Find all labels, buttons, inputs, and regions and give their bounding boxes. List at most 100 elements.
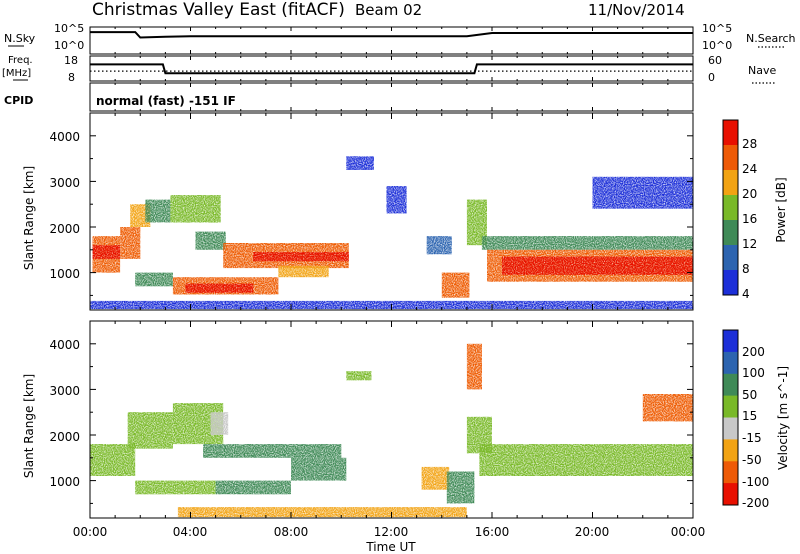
velocity-colorbar-segment-7 <box>723 483 738 506</box>
power-cbar-tick-16: 16 <box>742 212 757 226</box>
power-colorbar-segment-1 <box>723 145 738 171</box>
velocity-scatter-band-14 <box>466 343 482 390</box>
freq-series-line <box>90 63 693 75</box>
nsky-label: N.Sky <box>4 32 36 45</box>
velocity-cbar-tick-100: 100 <box>742 366 765 380</box>
power-scatter-band-6 <box>195 231 226 250</box>
velocity-colorbar-segment-5 <box>723 439 738 462</box>
xtick-2000: 20:00 <box>575 525 610 539</box>
beam-label: Beam 02 <box>355 1 422 19</box>
power-heatmap <box>90 156 693 310</box>
power-colorbar-label: Power [dB] <box>774 177 788 242</box>
nsky-panel-frame <box>89 26 694 55</box>
nave-tick-bottom: 0 <box>708 71 715 84</box>
plot-title: Christmas Valley East (fitACF) <box>92 0 345 20</box>
power-scatter-band-20 <box>502 256 693 275</box>
velocity-colorbar-segment-6 <box>723 461 738 484</box>
power-ytick-1000: 1000 <box>49 267 80 281</box>
xtick-2400: 00:00 <box>671 525 706 539</box>
date-label: 11/Nov/2014 <box>588 1 685 19</box>
velocity-cbar-tick-200: 200 <box>742 345 765 359</box>
velocity-scatter-band-10 <box>446 471 475 504</box>
power-scatter-band-5 <box>170 195 221 223</box>
xtick-0800: 08:00 <box>274 525 309 539</box>
velocity-scatter-band-8 <box>346 371 372 381</box>
velocity-colorbar <box>723 330 738 506</box>
power-cbar-tick-8: 8 <box>742 262 750 276</box>
power-scatter-band-1 <box>92 245 121 259</box>
power-cbar-tick-4: 4 <box>742 287 750 301</box>
freq-label: Freq. <box>8 55 33 66</box>
power-ytick-2000: 2000 <box>49 222 80 236</box>
freq-tick-top: 18 <box>64 54 78 67</box>
velocity-ytick-4000: 4000 <box>49 338 80 352</box>
velocity-colorbar-segment-4 <box>723 417 738 440</box>
power-scatter-band-17 <box>466 199 487 246</box>
velocity-ylabel: Slant Range [km] <box>22 374 36 478</box>
nsky-series-line <box>90 31 693 39</box>
velocity-cbar-tick-m50: -50 <box>742 453 762 467</box>
velocity-cbar-tick-m15: -15 <box>742 431 762 445</box>
velocity-scatter-band-9 <box>421 466 450 490</box>
velocity-scatter-band-13 <box>642 394 693 422</box>
power-scatter-band-14 <box>386 186 407 214</box>
power-scatter-band-4 <box>145 199 171 223</box>
power-ylabel: Slant Range [km] <box>22 166 36 270</box>
nave-tick-top: 60 <box>708 54 722 67</box>
power-cbar-tick-28: 28 <box>742 137 757 151</box>
velocity-colorbar-segment-2 <box>723 373 738 397</box>
velocity-colorbar-segment-3 <box>723 395 738 418</box>
power-colorbar-frame <box>722 119 739 296</box>
velocity-scatter-band-12 <box>466 416 492 454</box>
power-scatter-band-9 <box>135 272 173 287</box>
velocity-scatter-band-3 <box>210 412 229 435</box>
power-scatter-band-15 <box>426 236 452 255</box>
power-scatter-band-16 <box>441 272 470 298</box>
velocity-scatter-band-6 <box>135 480 216 495</box>
velocity-ytick-2000: 2000 <box>49 430 80 444</box>
velocity-colorbar-segment-1 <box>723 351 738 375</box>
velocity-colorbar-segment-0 <box>723 330 738 353</box>
xtick-1600: 16:00 <box>475 525 510 539</box>
power-colorbar-segment-3 <box>723 195 738 221</box>
nave-label: Nave <box>748 64 776 77</box>
velocity-cbar-tick-15: 15 <box>742 409 757 423</box>
power-colorbar-segment-4 <box>723 220 738 246</box>
nsky-tick-top: 10^5 <box>54 22 84 35</box>
nsearch-tick-top: 10^5 <box>702 22 732 35</box>
power-scatter-band-11 <box>185 283 254 293</box>
power-ytick-3000: 3000 <box>49 176 80 190</box>
velocity-scatter-band-15 <box>177 507 467 518</box>
power-cbar-tick-24: 24 <box>742 162 757 176</box>
power-scatter-band-3 <box>130 204 151 227</box>
power-scatter-band-2 <box>120 227 141 259</box>
power-colorbar <box>723 120 738 296</box>
power-scatter-band-8 <box>253 252 349 262</box>
nsky-tick-bottom: 10^0 <box>54 39 84 52</box>
velocity-ytick-3000: 3000 <box>49 384 80 398</box>
freq-tick-bottom: 8 <box>68 71 75 84</box>
power-colorbar-segment-5 <box>723 245 738 271</box>
axis-tick-marks <box>89 27 694 518</box>
power-scatter-band-18 <box>481 236 693 250</box>
velocity-scatter-band-1 <box>127 412 173 449</box>
power-scatter-band-12 <box>278 265 329 278</box>
power-cbar-tick-20: 20 <box>742 187 757 201</box>
power-ytick-4000: 4000 <box>49 130 80 144</box>
xtick-0400: 04:00 <box>173 525 208 539</box>
velocity-ytick-1000: 1000 <box>49 475 80 489</box>
velocity-cbar-tick-m100: -100 <box>742 475 769 489</box>
power-colorbar-segment-2 <box>723 170 738 196</box>
freq-unit-label: [MHz] <box>2 68 31 79</box>
power-scatter-band-21 <box>592 176 693 209</box>
cpid-value: normal (fast) -151 IF <box>96 94 236 108</box>
velocity-scatter-band-4 <box>203 444 342 458</box>
xaxis-label: Time UT <box>365 540 416 554</box>
velocity-colorbar-label: Velocity [m s^-1] <box>776 366 790 470</box>
velocity-heatmap <box>90 343 693 518</box>
velocity-colorbar-frame <box>722 329 739 506</box>
nsearch-label: N.Search <box>746 32 796 45</box>
nsearch-tick-bottom: 10^0 <box>702 39 732 52</box>
velocity-scatter-band-5 <box>291 457 347 481</box>
